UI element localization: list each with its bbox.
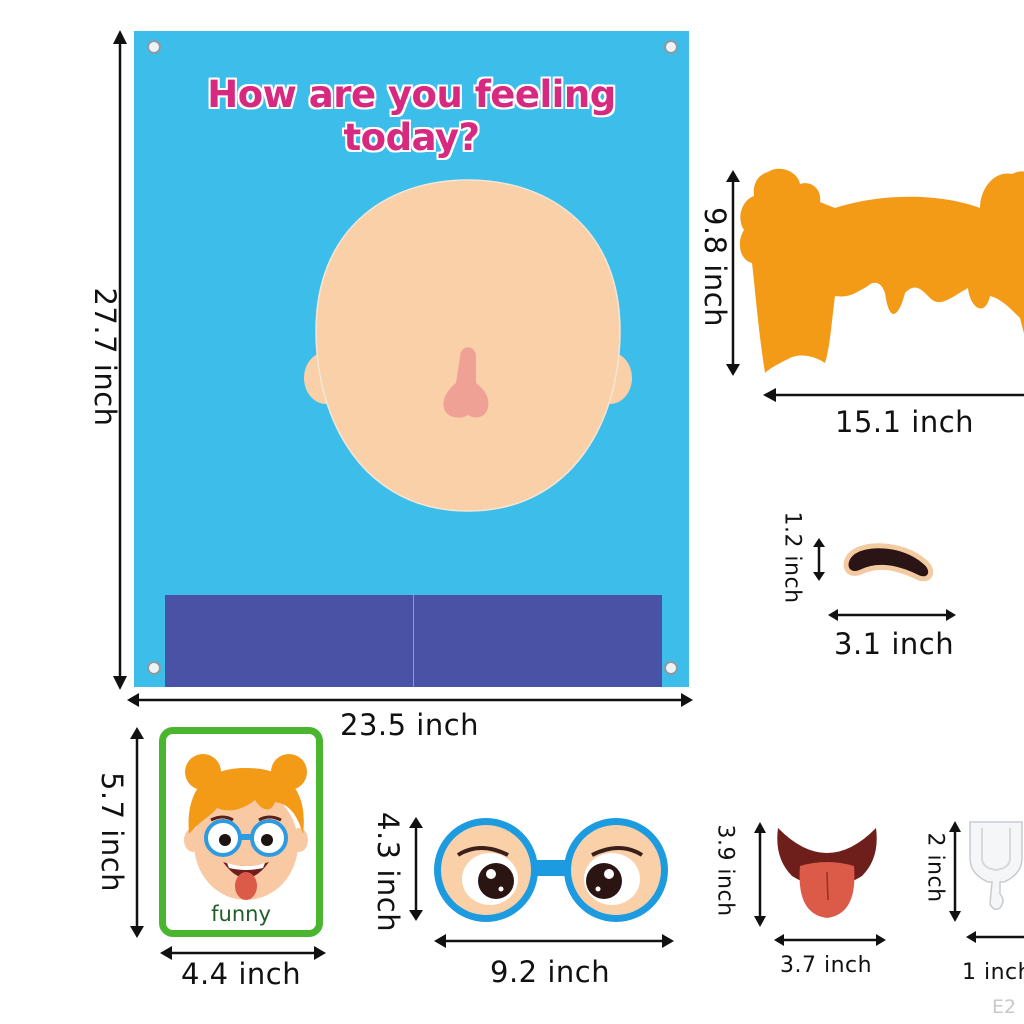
watermark: E2: [992, 996, 1017, 1018]
hair-width-label: 15.1 inch: [835, 405, 975, 439]
funny-face-icon: [184, 754, 308, 900]
hook-height-label: 2 inch: [922, 832, 948, 903]
hair-height-label: 9.8 inch: [698, 206, 732, 328]
mouth-width-label: 3.7 inch: [780, 953, 873, 978]
glasses-height-label: 4.3 inch: [371, 812, 405, 933]
eyebrow-piece-icon: [843, 543, 934, 582]
card-width-label: 4.4 inch: [181, 957, 302, 991]
grommet-icon: [147, 40, 161, 54]
adhesive-hook-icon: [969, 821, 1023, 911]
board-title: How are you feeling today?: [207, 73, 616, 159]
feelings-board: How are you feeling today?: [134, 31, 689, 687]
glasses-width-label: 9.2 inch: [490, 955, 611, 989]
card-height-label: 5.7 inch: [95, 771, 129, 893]
blank-face-icon: [304, 179, 632, 512]
mouth-tongue-piece-icon: [777, 828, 877, 918]
hook-width-label: 1 inch: [962, 960, 1024, 985]
eyebrow-height-label: 1.2 inch: [779, 511, 805, 604]
glasses-eyes-piece-icon: [434, 818, 668, 922]
grommet-icon: [664, 40, 678, 54]
board-width-label: 23.5 inch: [340, 708, 480, 742]
card-caption: funny: [211, 902, 271, 926]
grommet-icon: [147, 661, 161, 675]
hair-piece-icon: [739, 168, 1024, 373]
pocket-left: [165, 595, 413, 687]
emotion-card-funny: funny: [159, 727, 323, 937]
grommet-icon: [664, 661, 678, 675]
board-height-label: 27.7 inch: [88, 287, 122, 427]
mouth-height-label: 3.9 inch: [712, 824, 738, 917]
eyebrow-width-label: 3.1 inch: [834, 627, 955, 661]
pocket-right: [414, 595, 662, 687]
